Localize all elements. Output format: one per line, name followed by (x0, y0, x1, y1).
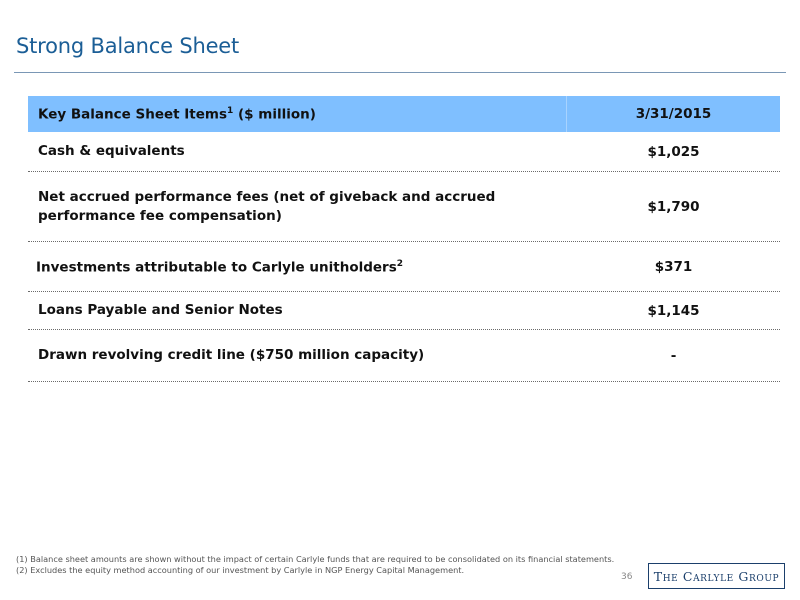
row-label-text: Loans Payable and Senior Notes (38, 302, 283, 318)
header-label-text: Key Balance Sheet Items (38, 106, 228, 123)
row-value: $1,145 (647, 302, 700, 319)
footnotes: (1) Balance sheet amounts are shown with… (16, 554, 616, 576)
row-label: Investments attributable to Carlyle unit… (28, 255, 567, 278)
row-label: Loans Payable and Senior Notes (28, 301, 567, 320)
row-label-text: Net accrued performance fees (net of giv… (38, 188, 496, 224)
header-column-divider (566, 96, 567, 132)
row-value: $1,790 (647, 198, 700, 215)
row-label: Drawn revolving credit line ($750 millio… (28, 346, 567, 365)
header-date: 3/31/2015 (635, 106, 712, 122)
balance-sheet-table: Key Balance Sheet Items1 ($ million) 3/3… (28, 96, 780, 382)
header-label-suffix: ($ million) (233, 106, 316, 123)
row-label: Net accrued performance fees (net of giv… (28, 188, 567, 226)
table-row-loans: Loans Payable and Senior Notes $1,145 (28, 292, 780, 330)
table-header: Key Balance Sheet Items1 ($ million) 3/3… (28, 96, 780, 132)
footnote-2: (2) Excludes the equity method accountin… (16, 565, 465, 575)
logo-text: The Carlyle Group (653, 568, 780, 584)
row-label-text: Investments attributable to Carlyle unit… (36, 259, 397, 276)
row-value: $371 (654, 258, 693, 275)
table-row-cash: Cash & equivalents $1,025 (28, 132, 780, 172)
row-value: $1,025 (647, 143, 700, 160)
row-label-text: Cash & equivalents (38, 143, 185, 159)
row-label: Cash & equivalents (28, 142, 567, 161)
row-footnote-marker: 2 (396, 259, 403, 270)
title-divider (14, 72, 786, 73)
row-label-text: Drawn revolving credit line ($750 millio… (38, 347, 425, 363)
header-items-label: Key Balance Sheet Items1 ($ million) (28, 106, 566, 123)
page-number: 36 (621, 572, 633, 582)
header-footnote-marker: 1 (227, 105, 234, 116)
table-row-investments: Investments attributable to Carlyle unit… (28, 242, 780, 292)
row-value: - (670, 347, 677, 364)
table-row-performance-fees: Net accrued performance fees (net of giv… (28, 172, 780, 242)
slide-title: Strong Balance Sheet (16, 34, 240, 58)
footnote-1: (1) Balance sheet amounts are shown with… (16, 554, 615, 564)
table-row-credit-line: Drawn revolving credit line ($750 millio… (28, 330, 780, 382)
carlyle-logo: The Carlyle Group (648, 563, 785, 589)
